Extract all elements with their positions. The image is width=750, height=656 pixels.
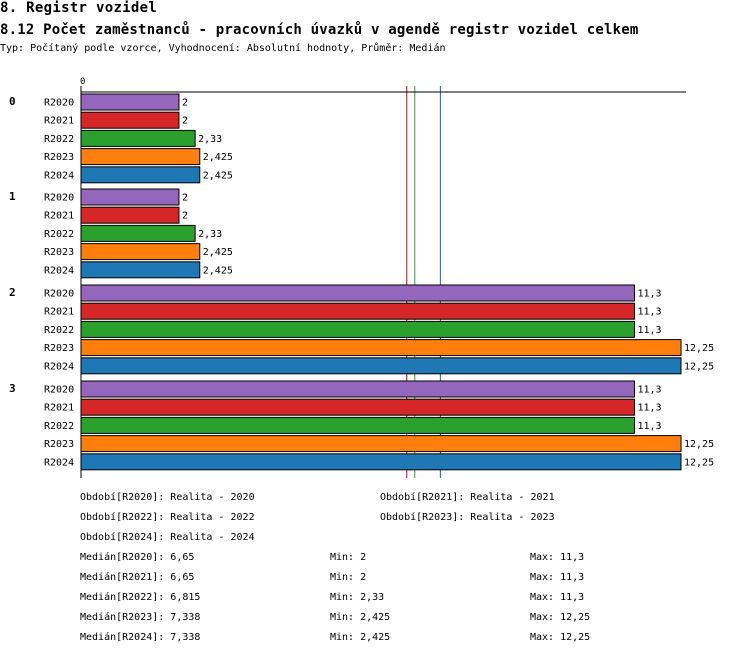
legend-period-r2022: Období[R2022]: Realita - 2022	[80, 512, 255, 523]
chart-title: 8.12 Počet zaměstnanců - pracovních úvaz…	[0, 22, 639, 38]
value-label-r2020-g0: 2	[182, 98, 188, 109]
max-r2024: Max: 12,25	[530, 632, 591, 643]
median-r2023: Medián[R2023]: 7,338	[80, 612, 201, 623]
value-label-r2023-g1: 2,425	[203, 247, 233, 258]
group-label-2: 2	[9, 286, 16, 299]
series-label-r2023-g0: R2023	[44, 152, 74, 163]
series-label-r2024-g0: R2024	[44, 170, 74, 181]
series-label-r2022-g1: R2022	[44, 229, 74, 240]
series-label-r2020-g0: R2020	[44, 98, 74, 109]
value-label-r2024-g2: 12,25	[684, 361, 714, 372]
bar-r2024-g3	[80, 453, 682, 471]
series-label-r2021-g1: R2021	[44, 211, 74, 222]
legend-period-r2023: Období[R2023]: Realita - 2023	[380, 512, 555, 523]
max-r2023: Max: 12,25	[530, 612, 591, 623]
max-r2020: Max: 11,3	[530, 552, 585, 563]
legend-period-r2021: Období[R2021]: Realita - 2021	[380, 492, 555, 503]
median-r2022: Medián[R2022]: 6,815	[80, 592, 201, 603]
bar-r2022-g2	[80, 320, 635, 338]
bar-r2024-g0	[80, 166, 201, 184]
median-r2024: Medián[R2024]: 7,338	[80, 632, 201, 643]
median-r2021: Medián[R2021]: 6,65	[80, 572, 195, 583]
bar-r2023-g2	[80, 339, 682, 357]
series-label-r2024-g2: R2024	[44, 361, 74, 372]
value-label-r2020-g3: 11,3	[637, 385, 661, 396]
value-label-r2024-g3: 12,25	[684, 457, 714, 468]
bar-r2020-g2	[80, 284, 635, 302]
bar-r2023-g3	[80, 435, 682, 453]
value-label-r2022-g0: 2,33	[198, 134, 222, 145]
bar-r2024-g1	[80, 261, 201, 279]
axis-zero-label: 0	[80, 77, 85, 87]
bar-r2020-g1	[80, 188, 180, 206]
value-label-r2020-g1: 2	[182, 193, 188, 204]
value-label-r2021-g2: 11,3	[637, 307, 661, 318]
value-label-r2023-g0: 2,425	[203, 152, 233, 163]
value-label-r2021-g0: 2	[182, 116, 188, 127]
bar-r2020-g3	[80, 380, 635, 398]
section-heading: 8. Registr vozidel	[0, 0, 158, 16]
bar-r2022-g3	[80, 416, 635, 434]
min-r2024: Min: 2,425	[330, 632, 391, 643]
bar-chart: 0 0 R2020 2 R2021 2 R2022 2,33 R2023 2,425 R2024 2,…	[9, 77, 714, 478]
chart-subtitle: Typ: Počítaný podle vzorce, Vyhodnocení:…	[0, 43, 446, 54]
bar-r2020-g0	[80, 93, 180, 111]
value-label-r2021-g3: 11,3	[637, 403, 661, 414]
bar-r2021-g0	[80, 111, 180, 129]
legend-period-r2024: Období[R2024]: Realita - 2024	[80, 532, 255, 543]
bar-r2022-g1	[80, 224, 196, 242]
series-label-r2024-g1: R2024	[44, 265, 74, 276]
value-label-r2022-g1: 2,33	[198, 229, 222, 240]
bar-r2024-g2	[80, 357, 682, 375]
series-label-r2021-g2: R2021	[44, 307, 74, 318]
series-label-r2021-g3: R2021	[44, 403, 74, 414]
max-r2022: Max: 11,3	[530, 592, 585, 603]
series-label-r2023-g1: R2023	[44, 247, 74, 258]
bar-r2023-g0	[80, 148, 201, 166]
median-r2020: Medián[R2020]: 6,65	[80, 552, 195, 563]
series-label-r2023-g3: R2023	[44, 439, 74, 450]
bar-r2021-g1	[80, 206, 180, 224]
group-label-0: 0	[9, 95, 16, 108]
series-label-r2020-g1: R2020	[44, 193, 74, 204]
bar-r2022-g0	[80, 129, 196, 147]
legend-period-r2020: Období[R2020]: Realita - 2020	[80, 492, 255, 503]
bar-r2021-g3	[80, 398, 635, 416]
group-label-1: 1	[9, 190, 16, 203]
value-label-r2023-g2: 12,25	[684, 343, 714, 354]
min-r2020: Min: 2	[330, 552, 367, 563]
value-label-r2022-g3: 11,3	[637, 421, 661, 432]
min-r2023: Min: 2,425	[330, 612, 391, 623]
series-label-r2024-g3: R2024	[44, 457, 74, 468]
max-r2021: Max: 11,3	[530, 572, 585, 583]
bar-r2021-g2	[80, 302, 635, 320]
min-r2022: Min: 2,33	[330, 592, 385, 603]
value-label-r2024-g0: 2,425	[203, 170, 233, 181]
group-label-3: 3	[9, 382, 16, 395]
series-label-r2022-g3: R2022	[44, 421, 74, 432]
series-label-r2023-g2: R2023	[44, 343, 74, 354]
series-label-r2020-g3: R2020	[44, 385, 74, 396]
series-label-r2022-g0: R2022	[44, 134, 74, 145]
value-label-r2021-g1: 2	[182, 211, 188, 222]
value-label-r2023-g3: 12,25	[684, 439, 714, 450]
series-label-r2021-g0: R2021	[44, 116, 74, 127]
series-label-r2022-g2: R2022	[44, 325, 74, 336]
value-label-r2020-g2: 11,3	[637, 289, 661, 300]
bar-r2023-g1	[80, 243, 201, 261]
value-label-r2024-g1: 2,425	[203, 265, 233, 276]
value-label-r2022-g2: 11,3	[637, 325, 661, 336]
min-r2021: Min: 2	[330, 572, 367, 583]
series-label-r2020-g2: R2020	[44, 289, 74, 300]
